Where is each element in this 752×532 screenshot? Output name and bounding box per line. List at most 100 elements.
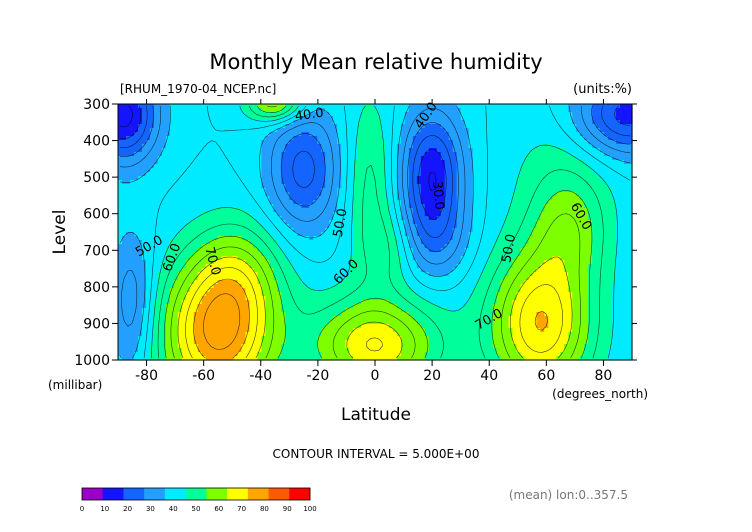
field-cell (540, 160, 545, 165)
field-cell (169, 156, 175, 161)
field-cell (185, 164, 191, 169)
field-cell (556, 124, 561, 129)
field-cell (265, 236, 271, 241)
field-cell (544, 232, 549, 237)
field-cell (225, 104, 231, 109)
field-cell (361, 180, 366, 185)
field-cell (233, 240, 239, 245)
field-cell (177, 104, 183, 109)
field-cell (125, 176, 131, 181)
field-cell (380, 120, 386, 125)
field-cell (500, 228, 506, 233)
field-cell (536, 208, 541, 213)
field-cell (201, 108, 207, 113)
field-cell (369, 120, 374, 125)
field-cell (404, 140, 410, 145)
field-cell (472, 140, 478, 145)
field-cell (341, 248, 346, 253)
field-cell (285, 176, 290, 181)
field-cell (245, 256, 251, 261)
field-cell (548, 104, 553, 109)
field-cell (329, 240, 334, 245)
field-cell (353, 248, 358, 253)
field-cell (408, 152, 414, 157)
field-cell (396, 176, 402, 181)
field-cell (265, 204, 271, 209)
field-cell (173, 236, 179, 241)
field-cell (261, 208, 267, 213)
field-cell (161, 108, 167, 113)
field-cell (592, 224, 597, 229)
field-cell (468, 116, 474, 121)
field-cell (357, 136, 362, 141)
field-cell (512, 248, 518, 253)
field-cell (380, 196, 386, 201)
field-cell (440, 184, 446, 189)
field-cell (125, 224, 131, 229)
field-cell (193, 104, 199, 109)
field-cell (309, 132, 314, 137)
field-cell (365, 216, 370, 221)
field-cell (141, 148, 147, 153)
field-cell (313, 184, 318, 189)
field-cell (229, 220, 235, 225)
field-cell (536, 176, 541, 181)
field-cell (185, 148, 191, 153)
field-cell (596, 216, 601, 221)
field-cell (253, 208, 259, 213)
field-cell (261, 196, 267, 201)
field-cell (628, 172, 633, 177)
field-cell (416, 140, 422, 145)
field-cell (424, 256, 430, 261)
field-cell (337, 112, 342, 117)
field-cell (197, 184, 203, 189)
field-cell (313, 192, 318, 197)
field-cell (125, 244, 131, 249)
field-cell (305, 148, 310, 153)
field-cell (620, 200, 625, 205)
field-cell (380, 184, 386, 189)
field-cell (197, 220, 203, 225)
field-cell (532, 144, 537, 149)
field-cell (616, 248, 621, 253)
field-cell (492, 184, 498, 189)
field-cell (269, 256, 274, 261)
field-cell (341, 176, 346, 181)
field-cell (624, 136, 629, 141)
field-cell (285, 148, 290, 153)
field-cell (217, 152, 223, 157)
field-cell (277, 212, 282, 217)
field-cell (484, 200, 490, 205)
field-cell (305, 180, 310, 185)
field-cell (185, 236, 191, 241)
field-cell (528, 228, 533, 233)
field-cell (412, 228, 418, 233)
field-cell (484, 220, 490, 225)
field-cell (376, 188, 382, 193)
field-cell (249, 124, 255, 129)
field-cell (432, 188, 438, 193)
field-cell (369, 248, 374, 253)
field-cell (365, 256, 370, 261)
field-cell (616, 216, 621, 221)
field-cell (305, 108, 310, 113)
field-cell (456, 256, 462, 261)
field-cell (584, 176, 589, 181)
field-cell (524, 124, 529, 129)
field-cell (444, 104, 450, 109)
field-cell (233, 192, 239, 197)
field-cell (456, 220, 462, 225)
field-cell (476, 160, 482, 165)
field-cell (588, 168, 593, 173)
field-cell (293, 232, 298, 237)
field-cell (141, 168, 147, 173)
field-cell (624, 104, 629, 109)
field-cell (313, 172, 318, 177)
field-cell (133, 128, 139, 133)
field-cell (369, 188, 374, 193)
field-cell (464, 244, 470, 249)
field-cell (333, 180, 338, 185)
field-cell (436, 180, 442, 185)
field-cell (181, 236, 187, 241)
field-cell (249, 120, 255, 125)
